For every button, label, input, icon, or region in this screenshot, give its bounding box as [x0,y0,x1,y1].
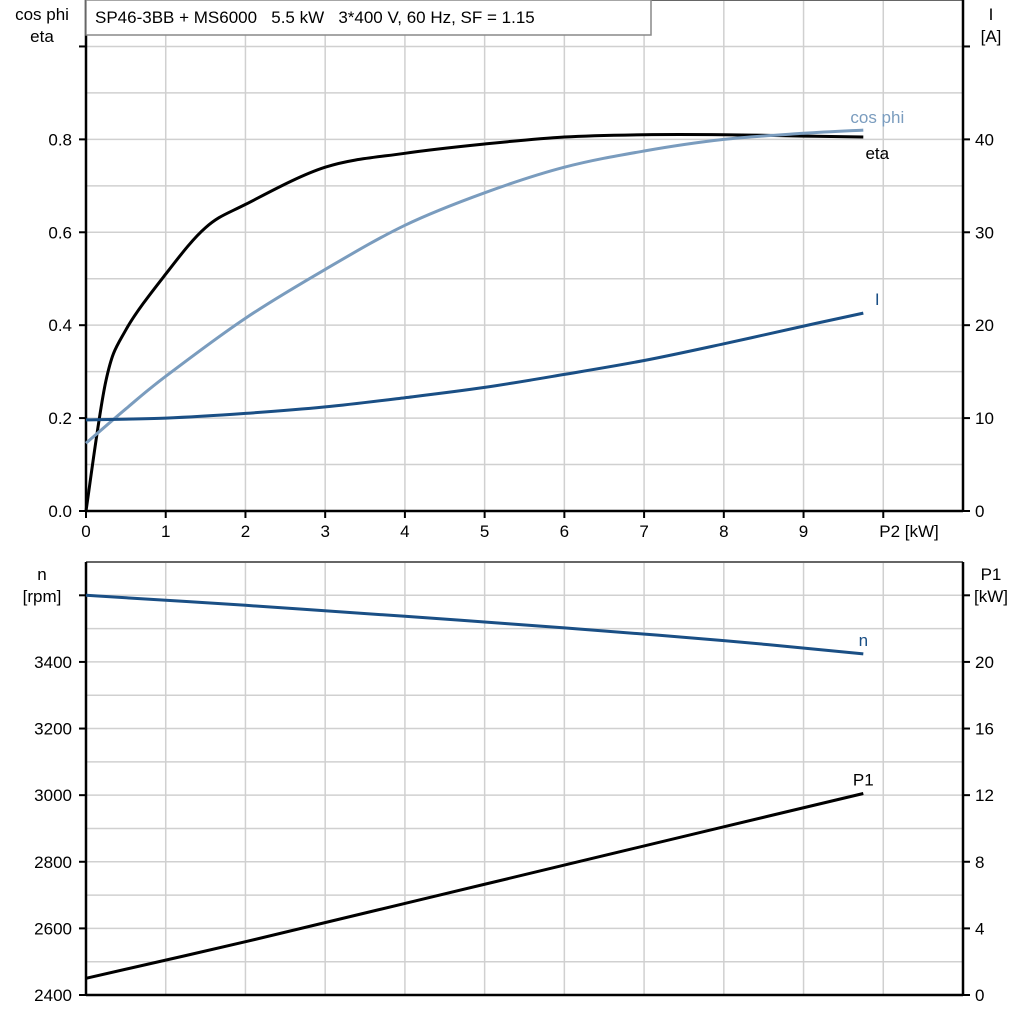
series-line-cos-phi [85,128,864,445]
series-label-I: I [875,290,880,309]
series-label-n: n [859,631,868,650]
series-line-I [85,311,864,422]
x-tick-label: 8 [719,522,728,541]
x-tick-label: 4 [400,522,409,541]
y-tick-label-left: 3400 [34,653,72,672]
y-axis-title-right: P1 [981,565,1002,584]
x-tick-label: 6 [560,522,569,541]
y-tick-label-left: 3200 [34,720,72,739]
y-tick-label-left: 2600 [34,919,72,938]
y-tick-label-right: 0 [975,986,984,1005]
y-tick-label-left: 0.0 [48,502,72,521]
x-axis-title: P2 [kW] [879,522,939,541]
y-tick-label-left: 0.2 [48,409,72,428]
y-axis-title-left: [rpm] [23,587,62,606]
y-tick-label-right: 20 [975,653,994,672]
x-tick-label: 0 [81,522,90,541]
y-tick-label-right: 12 [975,786,994,805]
y-tick-label-left: 3000 [34,786,72,805]
y-axis-title-left: eta [30,27,54,46]
series-line-n [85,593,864,656]
y-axis-title-right: I [989,5,994,24]
y-tick-label-right: 0 [975,502,984,521]
y-axis-title-right: [kW] [974,587,1008,606]
x-tick-label: 1 [161,522,170,541]
y-tick-label-right: 40 [975,130,994,149]
y-tick-label-right: 4 [975,919,984,938]
chart-title-box [85,0,652,36]
y-tick-label-right: 30 [975,223,994,242]
x-tick-label: 3 [320,522,329,541]
y-tick-label-right: 20 [975,316,994,335]
series-label-eta: eta [865,144,889,163]
x-tick-label: 7 [639,522,648,541]
y-tick-label-left: 2800 [34,853,72,872]
y-tick-label-right: 8 [975,853,984,872]
series-label-P1: P1 [853,771,874,790]
y-axis-title-left: cos phi [15,5,69,24]
series-line-eta [84,132,864,512]
y-axis-title-right: [A] [981,27,1002,46]
y-tick-label-right: 10 [975,409,994,428]
y-axis-title-left: n [37,565,46,584]
y-tick-label-right: 16 [975,720,994,739]
y-tick-label-left: 0.6 [48,223,72,242]
x-tick-label: 9 [799,522,808,541]
series-line-P1 [85,792,864,980]
series-label-cos-phi: cos phi [850,108,904,127]
y-tick-label-left: 0.8 [48,130,72,149]
chart-title: SP46-3BB + MS6000 5.5 kW 3*400 V, 60 Hz,… [95,8,535,27]
y-tick-label-left: 2400 [34,986,72,1005]
x-tick-label: 2 [241,522,250,541]
y-tick-label-left: 0.4 [48,316,72,335]
x-tick-label: 5 [480,522,489,541]
